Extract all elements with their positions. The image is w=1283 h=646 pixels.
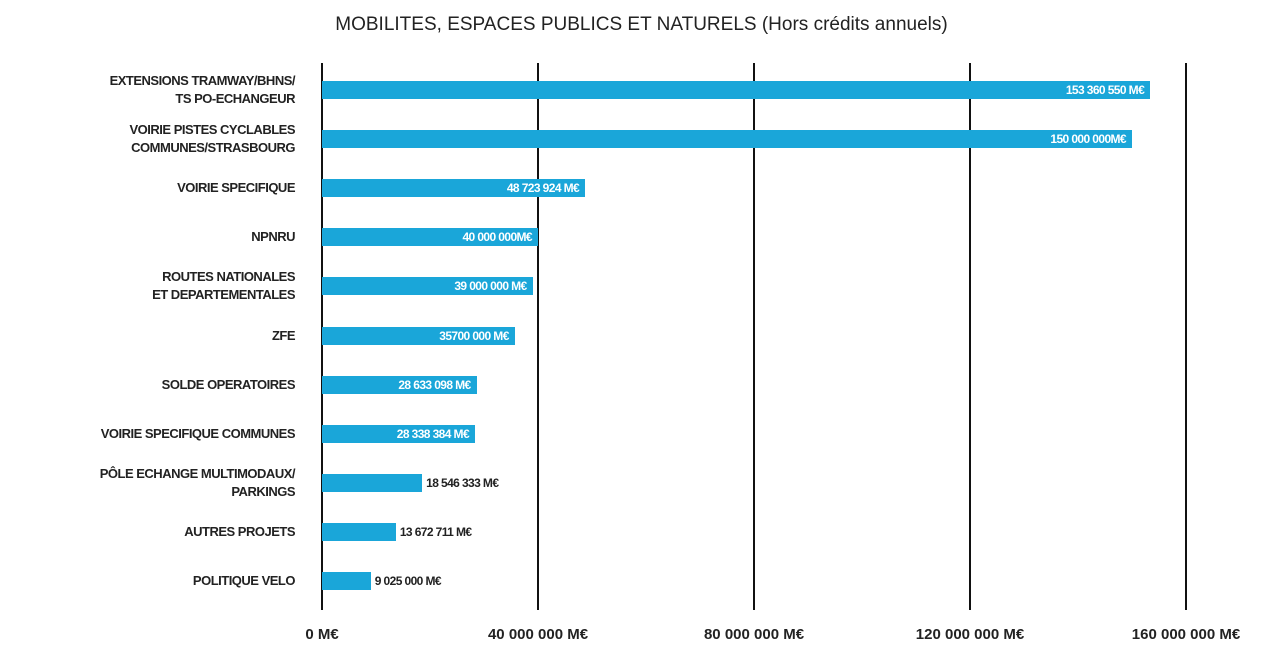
bar: [322, 228, 538, 247]
y-tick-label: POLITIQUE VELO: [192, 573, 296, 588]
grid-line: [753, 63, 755, 610]
value-label: 40 000 000M€: [462, 230, 532, 245]
value-label: 48 723 924 M€: [506, 181, 580, 196]
bar: [322, 326, 515, 345]
y-tick-label: PÔLE ECHANGE MULTIMODAUX/ PARKINGS: [99, 465, 296, 499]
bar: [322, 277, 533, 296]
bar: [322, 81, 1151, 99]
x-tick-label: 160 000 000 M€: [1131, 626, 1241, 643]
value-label: 28 633 098 M€: [398, 377, 471, 392]
value-label: 39 000 000 M€: [454, 279, 527, 294]
x-tick-label: 0 M€: [305, 626, 339, 643]
value-label: 35700 000 M€: [439, 328, 509, 343]
value-label: 28 338 384 M€: [396, 426, 470, 441]
bar: [322, 424, 476, 443]
bar: [322, 375, 477, 394]
bar: [322, 522, 396, 541]
bar: [322, 572, 371, 590]
y-tick-label: ZFE: [271, 327, 296, 343]
value-label: 18 546 333 M€: [426, 475, 499, 490]
bar: [322, 130, 1132, 149]
x-tick-label: 40 000 000 M€: [487, 626, 589, 643]
x-tick-label: 120 000 000 M€: [915, 626, 1025, 643]
y-tick-label: VOIRIE SPECIFIQUE: [177, 180, 295, 196]
bar: [322, 473, 423, 492]
value-label: 153 360 550 M€: [1065, 83, 1145, 97]
bar: [322, 179, 586, 198]
grid-line: [1185, 63, 1187, 610]
y-tick-label: ROUTES NATIONALES ET DEPARTEMENTALES: [152, 269, 295, 303]
value-label: 13 672 711 M€: [399, 524, 472, 539]
y-tick-label: AUTRES PROJETS: [184, 523, 295, 539]
y-tick-label: SOLDE OPERATOIRES: [161, 376, 296, 392]
grid-line: [537, 63, 539, 610]
value-label: 9 025 000 M€: [374, 574, 442, 588]
y-tick-label: EXTENSIONS TRAMWAY/BHNS/ TS PO-ECHANGEUR: [109, 73, 296, 106]
x-tick-label: 80 000 000 M€: [703, 626, 805, 643]
value-label: 150 000 000M€: [1050, 132, 1126, 147]
y-tick-label: NPNRU: [251, 229, 295, 245]
y-tick-label: VOIRIE PISTES CYCLABLES COMMUNES/STRASBO…: [129, 122, 296, 156]
y-tick-label: VOIRIE SPECIFIQUE COMMUNES: [100, 425, 296, 441]
grid-line: [969, 63, 971, 610]
chart-title: MOBILITES, ESPACES PUBLICS ET NATURELS (…: [335, 14, 948, 35]
